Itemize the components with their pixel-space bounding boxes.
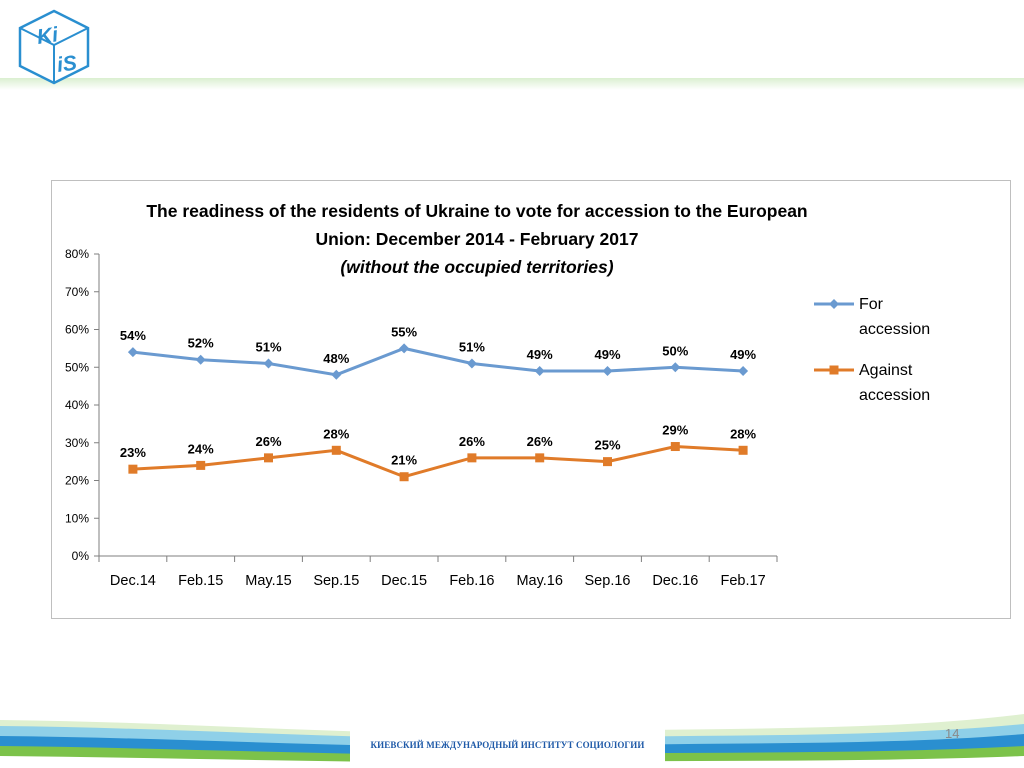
logo-text-is: iS	[55, 51, 78, 77]
x-tick-label: Dec.14	[110, 573, 156, 589]
data-label: 48%	[323, 351, 349, 366]
data-point-against	[535, 453, 545, 463]
chart-subtitle: (without the occupied territories)	[340, 257, 614, 277]
data-label: 50%	[662, 343, 688, 358]
data-label: 52%	[188, 336, 214, 351]
kiis-logo: Ki iS	[18, 9, 90, 85]
chart-frame: The readiness of the residents of Ukrain…	[51, 180, 1011, 619]
data-label: 24%	[188, 441, 214, 456]
legend-label: For	[859, 296, 884, 313]
data-point-against	[196, 460, 206, 470]
data-label: 49%	[594, 347, 620, 362]
data-label: 54%	[120, 328, 146, 343]
x-tick-label: Feb.16	[449, 573, 494, 589]
data-label: 26%	[527, 434, 553, 449]
data-point-against	[264, 453, 273, 463]
line-chart: 0% 10% 20% 30% 40% 50% 60% 70% 80% Dec.14 Feb.15 Ma…	[65, 247, 930, 589]
x-tick-label: May.15	[245, 573, 291, 589]
data-point-for	[399, 343, 410, 354]
data-point-for	[534, 366, 545, 377]
data-label: 26%	[255, 434, 281, 449]
footer-label: КИЕВСКИЙ МЕЖДУНАРОДНЫЙ ИНСТИТУТ СОЦИОЛОГ…	[350, 716, 665, 768]
chart-title: The readiness of the residents of Ukrain…	[52, 197, 902, 281]
data-point-against	[603, 457, 612, 467]
header-band	[0, 78, 1024, 90]
data-label: 28%	[730, 426, 756, 441]
data-point-for	[670, 362, 681, 373]
y-tick-label: 40%	[65, 398, 89, 412]
legend-label: accession	[859, 387, 930, 404]
y-tick-label: 80%	[65, 247, 89, 261]
data-label: 28%	[323, 426, 349, 441]
data-point-for	[466, 358, 477, 369]
y-tick-label: 10%	[65, 511, 89, 525]
footer-institute-name: КИЕВСКИЙ МЕЖДУНАРОДНЫЙ ИНСТИТУТ СОЦИОЛОГ…	[370, 740, 645, 750]
x-tick-label: Sep.16	[585, 573, 631, 589]
data-point-against	[738, 445, 748, 455]
legend-marker-against	[829, 365, 839, 375]
data-point-for	[738, 366, 749, 377]
data-point-for	[602, 366, 613, 377]
y-tick-label: 30%	[65, 436, 89, 450]
data-label: 55%	[391, 324, 417, 339]
data-point-against	[331, 445, 341, 455]
data-point-for	[195, 354, 206, 365]
data-point-against	[670, 442, 680, 452]
series-line-for	[132, 346, 744, 377]
logo-text-ki: Ki	[35, 23, 60, 49]
data-label: 29%	[662, 423, 688, 438]
series-line-against	[132, 445, 744, 479]
y-tick-label: 70%	[65, 285, 89, 299]
data-label: 21%	[391, 453, 417, 468]
data-point-against	[128, 464, 138, 474]
x-tick-label: Dec.16	[652, 573, 698, 589]
data-label: 51%	[459, 339, 485, 354]
legend-marker-for	[829, 299, 839, 309]
data-label: 23%	[120, 445, 146, 460]
x-tick-label: Sep.15	[313, 573, 359, 589]
legend-label: accession	[859, 321, 930, 338]
data-label: 25%	[594, 438, 620, 453]
data-point-against	[467, 453, 477, 463]
x-tick-label: Dec.15	[381, 573, 427, 589]
x-tick-label: Feb.17	[721, 573, 766, 589]
legend-label: Against	[859, 362, 913, 379]
y-tick-label: 0%	[72, 549, 90, 563]
x-tick-label: Feb.15	[178, 573, 223, 589]
y-tick-label: 50%	[65, 360, 89, 374]
data-label: 51%	[255, 339, 281, 354]
data-label: 26%	[459, 434, 485, 449]
y-tick-label: 60%	[65, 323, 89, 337]
data-point-for	[263, 358, 274, 369]
x-tick-label: May.16	[516, 573, 562, 589]
data-point-for	[331, 369, 342, 380]
y-tick-label: 20%	[65, 474, 89, 488]
data-point-for	[127, 347, 138, 358]
chart-title-line2: Union: December 2014 - February 2017	[315, 229, 639, 249]
data-label: 49%	[527, 347, 553, 362]
data-label: 49%	[730, 347, 756, 362]
page-number: 14	[945, 726, 960, 741]
chart-title-line1: The readiness of the residents of Ukrain…	[146, 201, 808, 221]
data-point-against	[399, 472, 409, 482]
